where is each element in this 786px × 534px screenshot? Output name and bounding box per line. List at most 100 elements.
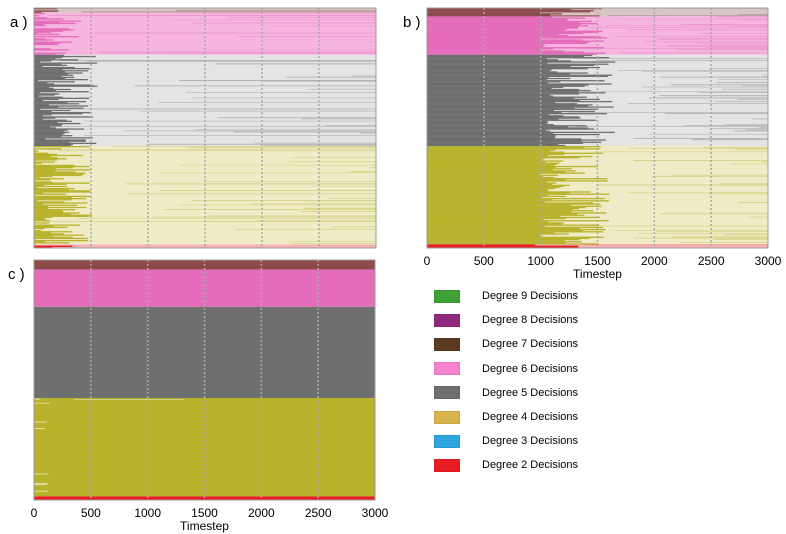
row-line [427,84,589,86]
row-line [427,154,548,157]
row-line [209,12,376,14]
row-line [737,202,768,204]
row-line [34,53,56,55]
row-line [596,60,768,61]
row-line [34,216,53,219]
row-line [34,22,76,25]
row-line [427,232,555,234]
row-line [427,227,580,230]
row-line [606,25,768,26]
x-tick-label: 3000 [755,254,782,268]
row-line [34,182,90,184]
row-line [427,13,563,15]
row-line [427,27,579,29]
row-line [427,221,548,223]
row-line [85,61,377,63]
row-line [427,107,575,109]
row-line [34,242,70,244]
row-line [427,237,590,240]
row-line [427,157,580,159]
row-line [34,227,45,230]
legend-item: Degree 6 Decisions [434,357,654,381]
row-line [427,103,578,105]
row-line [34,169,91,171]
row-line [681,24,768,25]
row-line [34,241,46,243]
row-line [34,161,55,163]
row-line [34,39,54,41]
row-line [34,70,89,72]
row-line [713,238,768,240]
row-line [427,102,556,104]
row-line [34,181,53,183]
row-line [34,76,75,79]
row-line [427,129,547,131]
row-line [34,199,72,201]
legend-label: Degree 3 Decisions [482,435,578,448]
row-line [34,179,51,181]
row-line [742,19,768,21]
row-line [427,226,604,229]
row-line [179,164,376,166]
row-line [427,207,580,210]
row-line [263,81,376,82]
row-line [34,89,56,92]
row-line [34,140,87,142]
row-line [659,76,768,78]
row-line [427,9,571,11]
row-line [34,188,75,190]
row-line [427,162,560,164]
row-line [191,200,376,201]
row-line [427,69,552,71]
row-line [205,49,376,50]
row-line [427,115,564,117]
row-line [34,24,46,27]
row-line [427,48,554,50]
row-line [34,49,69,51]
row-line [34,194,36,196]
row-line [76,217,376,219]
row-line [34,224,80,226]
row-line [427,81,561,83]
row-line [427,163,557,165]
row-line [427,185,564,188]
row-line [427,148,601,150]
row-line [670,84,768,86]
row-line [427,35,569,37]
x-tick-label: 0 [31,506,38,520]
row-line [34,214,93,216]
row-line [427,65,571,68]
row-line [708,67,768,69]
row-line [649,97,768,99]
row-line [683,125,768,126]
row-line [427,241,582,243]
row-line [427,128,595,130]
row-line [34,36,79,38]
row-line [638,233,768,235]
row-line [34,130,65,132]
row-line [49,221,377,222]
legend-label: Degree 4 Decisions [482,411,578,424]
row-line [427,89,591,92]
row-line [34,215,89,217]
row-line [427,191,591,193]
row-line [209,215,376,217]
row-line [34,60,52,62]
row-line [34,11,42,13]
row-line [427,95,554,97]
row-line [427,245,579,247]
row-line [427,85,585,87]
row-line [34,178,64,180]
panel-label-b: b ) [403,14,421,31]
row-line [763,75,768,77]
row-line [351,75,376,77]
row-line [34,165,90,168]
row-line [369,167,376,168]
row-line [34,128,85,130]
row-line [427,96,587,98]
row-line [427,242,566,244]
row-line [652,175,768,177]
row-line [642,71,768,72]
row-line [34,168,57,170]
row-line [34,237,89,240]
